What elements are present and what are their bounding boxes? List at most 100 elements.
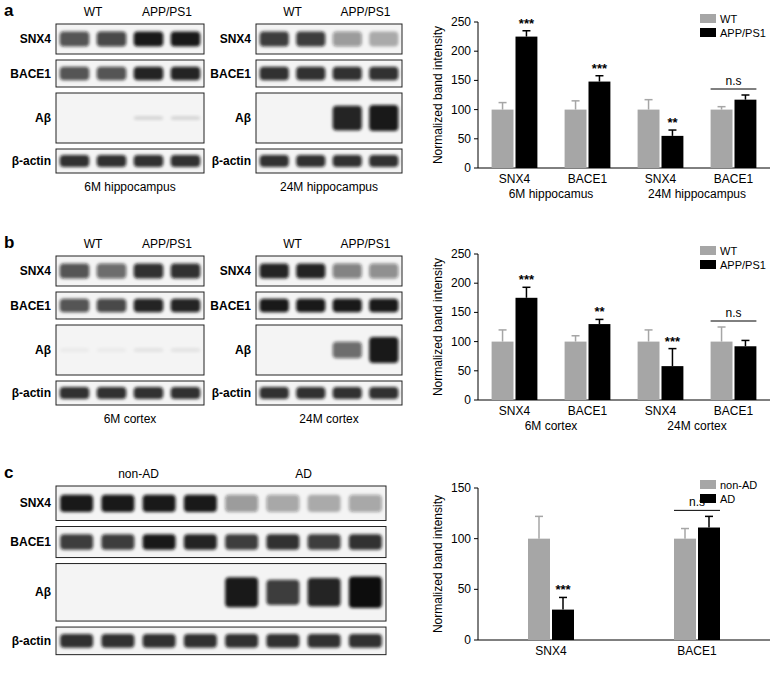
row-label: Aβ — [35, 343, 51, 357]
x-group-label: 6M cortex — [525, 419, 578, 433]
panel-letter: b — [4, 233, 14, 252]
band — [260, 67, 289, 81]
x-tick-label: SNX4 — [645, 172, 677, 186]
error-stem — [672, 349, 674, 367]
band — [60, 264, 90, 279]
y-tick — [474, 168, 478, 169]
band — [134, 348, 164, 352]
y-tick-label: 150 — [451, 73, 471, 87]
y-tick-label: 0 — [464, 161, 471, 175]
bar — [492, 110, 514, 168]
band — [349, 495, 382, 512]
bar — [589, 324, 611, 400]
blot-frame — [56, 60, 204, 87]
y-tick — [474, 312, 478, 313]
bar — [565, 342, 587, 400]
band — [369, 299, 398, 313]
bar — [638, 110, 660, 168]
band — [333, 299, 362, 313]
significance: n.s — [725, 306, 741, 320]
band — [60, 348, 90, 352]
row-label: BACE1 — [10, 67, 51, 81]
blot-caption: 24M hippocampus — [280, 180, 378, 194]
legend-swatch — [700, 246, 716, 255]
band — [143, 634, 176, 648]
error-cap — [499, 102, 507, 104]
band — [97, 348, 127, 352]
significance-bracket — [711, 89, 757, 90]
blot: WTAPP/PS1SNX4BACE1Aββ-actin24M hippocamp… — [210, 5, 402, 194]
band — [266, 495, 299, 512]
x-tick-label: BACE1 — [714, 404, 754, 418]
row-label: BACE1 — [210, 67, 251, 81]
band — [369, 67, 398, 81]
y-axis — [478, 488, 479, 640]
x-tick-label: SNX4 — [499, 172, 531, 186]
band — [296, 299, 325, 313]
x-axis — [478, 640, 770, 641]
error-cap — [572, 335, 580, 337]
blot: WTAPP/PS1SNX4BACE1Aββ-actin24M cortex — [210, 237, 402, 426]
band — [333, 387, 362, 399]
row-label: β-actin — [12, 154, 51, 168]
x-tick-label: BACE1 — [677, 644, 717, 658]
error-stem — [526, 31, 528, 37]
row-label: β-actin — [212, 386, 251, 400]
band — [60, 534, 93, 550]
panel-letter: a — [4, 1, 14, 20]
band — [134, 387, 164, 399]
row-label: β-actin — [212, 154, 251, 168]
error-bar — [535, 516, 543, 538]
significance-bracket — [674, 510, 720, 511]
band — [369, 105, 398, 131]
error-bar — [595, 319, 603, 324]
band — [349, 576, 382, 608]
band — [225, 495, 258, 512]
significance: n.s — [725, 74, 741, 88]
significance: *** — [519, 272, 535, 287]
error-bar — [595, 76, 603, 82]
band — [266, 634, 299, 648]
error-cap — [572, 100, 580, 102]
x-tick-label: BACE1 — [714, 172, 754, 186]
row-label: SNX4 — [20, 496, 52, 510]
bar — [552, 610, 574, 640]
bar — [565, 110, 587, 168]
significance: *** — [665, 334, 681, 349]
error-bar — [718, 327, 726, 342]
blot-caption: 6M cortex — [104, 412, 157, 426]
bar — [516, 37, 538, 168]
band — [171, 155, 201, 167]
blot-frame — [56, 325, 204, 375]
y-axis-label: Normalized band intensity — [431, 26, 445, 164]
lane-header: APP/PS1 — [142, 5, 192, 19]
blot-frame — [256, 149, 402, 173]
x-tick-label: SNX4 — [535, 644, 567, 658]
band — [225, 577, 258, 607]
y-axis-label: Normalized band intensity — [431, 495, 445, 633]
lane-header: APP/PS1 — [340, 237, 390, 251]
band — [60, 67, 90, 81]
bar — [662, 366, 684, 400]
band — [308, 578, 341, 606]
legend-swatch — [700, 494, 716, 503]
band — [369, 32, 398, 47]
row-label: Aβ — [235, 111, 251, 125]
error-stem — [745, 340, 747, 346]
band — [171, 264, 201, 279]
band — [97, 67, 127, 81]
y-tick-label: 50 — [458, 364, 472, 378]
band — [101, 534, 134, 550]
error-bar — [499, 330, 507, 342]
band — [60, 495, 93, 512]
bar — [662, 136, 684, 168]
row-label: BACE1 — [210, 299, 251, 313]
error-bar — [668, 349, 676, 367]
error-cap — [741, 340, 749, 342]
significance-bracket — [711, 321, 757, 322]
legend-label: WT — [720, 245, 737, 257]
y-tick-label: 200 — [451, 44, 471, 58]
error-bar — [645, 100, 653, 110]
legend: WTAPP/PS1 — [700, 13, 766, 39]
blot-frame — [256, 381, 402, 405]
